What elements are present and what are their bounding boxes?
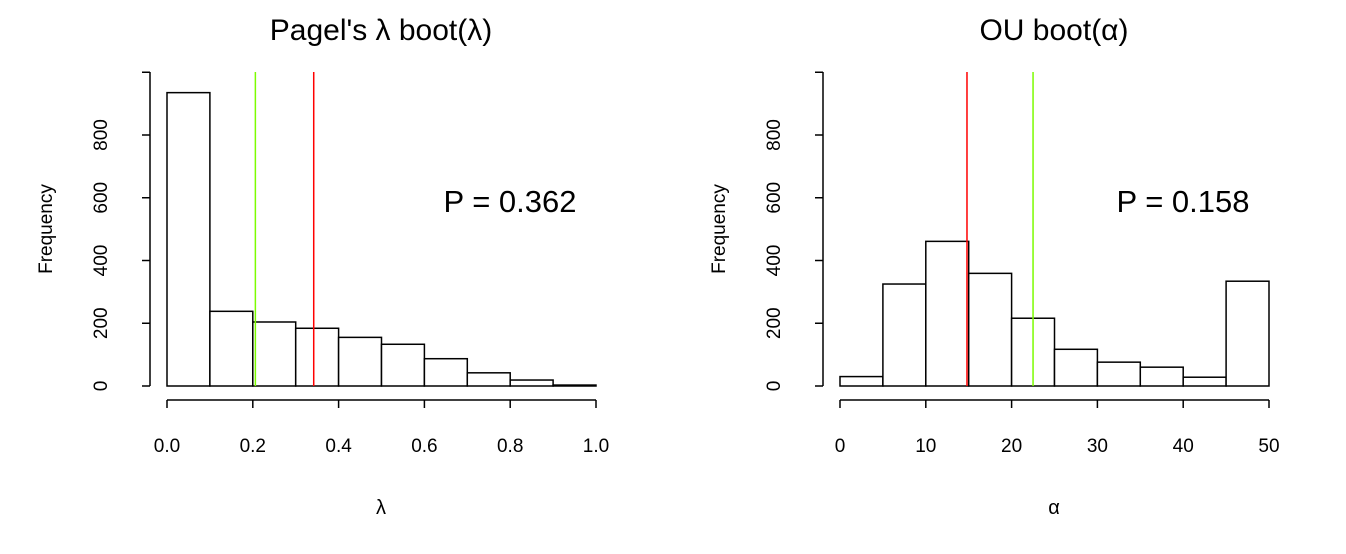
- x-tick-label: 40: [1173, 436, 1194, 457]
- histogram-bar: [1182, 376, 1227, 387]
- histogram-bar: [882, 283, 927, 387]
- histogram-bar: [1096, 361, 1142, 387]
- y-tick-label: 400: [91, 245, 112, 277]
- y-axis-label: Frequency: [36, 184, 57, 274]
- histogram-bar: [552, 384, 597, 387]
- histogram-bar: [839, 375, 884, 387]
- y-tick-label: 600: [91, 182, 112, 214]
- x-axis-label: α: [1048, 497, 1060, 519]
- chart-title: OU boot(α): [979, 14, 1128, 47]
- x-tick-label: 0: [835, 436, 846, 457]
- x-tick-label: 0.2: [240, 436, 266, 457]
- histogram-bar: [1053, 348, 1099, 387]
- y-tick-label: 400: [764, 245, 785, 277]
- x-tick-label: 50: [1258, 436, 1279, 457]
- y-tick-label: 0: [764, 381, 785, 392]
- x-tick-label: 30: [1087, 436, 1108, 457]
- p-value-annotation: P = 0.158: [1116, 184, 1249, 219]
- histogram-bar: [166, 91, 211, 387]
- x-tick-label: 0.6: [411, 436, 437, 457]
- histogram-bar: [509, 379, 554, 387]
- y-tick-label: 800: [764, 119, 785, 151]
- x-tick-label: 20: [1001, 436, 1022, 457]
- y-tick-label: 0: [91, 381, 112, 392]
- y-tick-label: 200: [764, 307, 785, 339]
- histogram-bar: [337, 336, 383, 387]
- x-tick-label: 0.0: [154, 436, 180, 457]
- histogram-bar: [294, 327, 340, 387]
- histogram-bar: [423, 357, 469, 387]
- x-tick-label: 0.4: [325, 436, 352, 457]
- histogram-bar: [252, 321, 297, 387]
- histogram-bar: [925, 240, 970, 387]
- y-tick-label: 800: [91, 119, 112, 151]
- chart-panel-2: OU boot(α) 0 200 400 600 800 Frequency 0 10 20 30 4…: [709, 14, 1280, 519]
- y-tick-label: 600: [764, 182, 785, 214]
- x-tick-label: 10: [915, 436, 936, 457]
- chart-title: Pagel's λ boot(λ): [270, 14, 493, 47]
- x-tick-label: 0.8: [497, 436, 523, 457]
- histogram-bar: [466, 372, 511, 387]
- histogram-bar: [967, 272, 1013, 387]
- chart-panel-1: Pagel's λ boot(λ) 0 200 400 600 800 Frequency 0…: [36, 14, 609, 519]
- x-axis-label: λ: [376, 497, 386, 519]
- y-axis-label: Frequency: [709, 184, 730, 274]
- histogram-bar: [209, 310, 254, 387]
- histogram-bar: [1225, 280, 1270, 387]
- histogram-bar: [380, 343, 426, 387]
- histogram-bar: [1139, 366, 1184, 387]
- x-tick-label: 1.0: [583, 436, 609, 457]
- p-value-annotation: P = 0.362: [443, 184, 576, 219]
- y-tick-label: 200: [91, 307, 112, 339]
